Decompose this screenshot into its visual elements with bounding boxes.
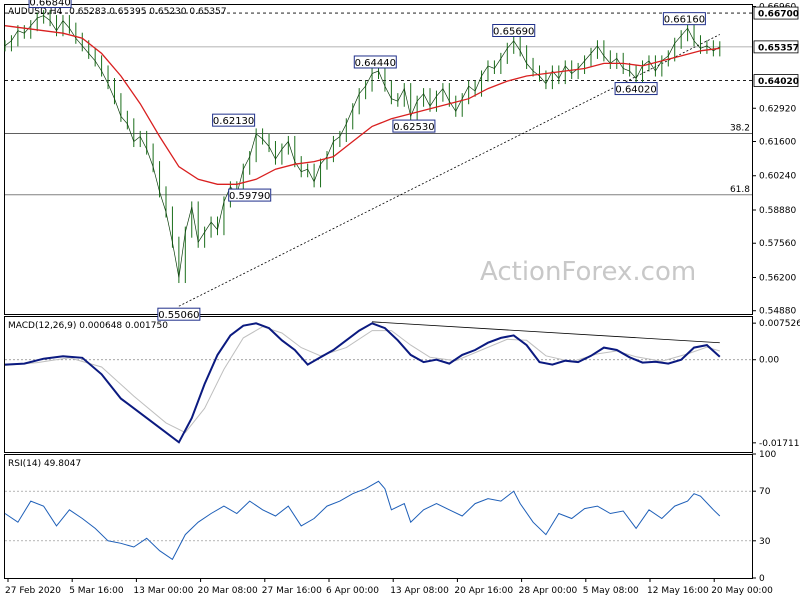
macd-layer — [4, 321, 752, 444]
price-tag-0: 0.66700 — [753, 6, 799, 20]
rsi-axis: 100 70 30 0 — [752, 450, 776, 584]
fib-label-4: 61.8 — [730, 185, 750, 195]
time-label-7: 20 Apr 16:00 — [454, 586, 513, 596]
price-label-box-8 — [662, 12, 706, 26]
price-label-box-0 — [28, 0, 72, 9]
price-label-box-3 — [228, 188, 272, 202]
price-series-group — [4, 10, 721, 284]
macd-tick-label-1: 0.00 — [759, 356, 779, 366]
rsi-tick-label-2: 30 — [759, 537, 771, 547]
time-label-0: 27 Feb 2020 — [5, 586, 61, 596]
price-tick-label-4: 0.60240 — [759, 172, 796, 182]
price-label-8: 0.66160 — [664, 15, 705, 26]
price-tag-box-0 — [753, 6, 799, 20]
price-label-box-7 — [614, 82, 658, 96]
rsi-tick-label-1: 70 — [759, 487, 771, 497]
price-header: AUDUSD,H4 0.65283 0.65395 0.65230 0.6535… — [8, 7, 227, 17]
macd-header: MACD(12,26,9) 0.000648 0.001750 — [8, 321, 168, 331]
macd-tick-label-2: -0.017112 — [759, 439, 800, 449]
time-label-1: 5 Mar 16:00 — [69, 586, 124, 596]
price-label-3: 0.59790 — [229, 191, 270, 202]
moving-average-line — [4, 25, 720, 185]
ohlc-label: 0.65283 0.65395 0.65230 0.65357 — [69, 7, 226, 17]
price-label-box-5 — [392, 119, 436, 133]
macd-axis: 0.007526 0.00 -0.017112 — [752, 319, 800, 449]
time-label-2: 13 Mar 00:00 — [133, 586, 193, 596]
rsi-line — [4, 480, 721, 561]
rsi-tick-label-0: 100 — [759, 450, 776, 460]
time-label-4: 27 Mar 16:00 — [262, 586, 322, 596]
time-label-10: 12 May 16:00 — [647, 586, 709, 596]
price-tag-1: 0.65357 — [753, 40, 799, 54]
fib-label-3: 38.2 — [730, 124, 750, 134]
macd-main-line — [4, 322, 721, 444]
macd-signal-line — [4, 326, 720, 434]
price-label-box-2 — [212, 113, 256, 127]
price-tick-label-2: 0.62920 — [759, 104, 796, 114]
price-trendline — [178, 34, 720, 307]
price-tag-label-0: 0.66700 — [758, 10, 799, 20]
price-label-box-1 — [157, 307, 201, 321]
price-tag-label-1: 0.65357 — [758, 43, 799, 53]
price-axis: 0.669600.629200.616000.602400.588800.575… — [752, 3, 799, 317]
time-label-11: 20 May 00:00 — [711, 586, 773, 596]
price-label-7: 0.64020 — [615, 85, 656, 96]
price-label-box-6 — [492, 24, 536, 38]
price-tick-label-7: 0.56200 — [759, 273, 796, 283]
rsi-panel-frame — [4, 454, 753, 579]
time-axis: 27 Feb 2020 5 Mar 16:00 13 Mar 00:00 20 Mar… — [5, 578, 773, 596]
time-label-8: 28 Apr 00:00 — [519, 586, 578, 596]
price-panel-frame — [4, 4, 753, 315]
price-tag-box-2 — [753, 74, 799, 87]
time-label-3: 20 Mar 08:00 — [198, 586, 258, 596]
price-label-box-4 — [353, 55, 397, 69]
price-tag-2: 0.64020 — [753, 74, 799, 87]
price-label-0: 0.66840 — [29, 0, 70, 9]
time-label-6: 13 Apr 08:00 — [390, 586, 449, 596]
price-tick-label-6: 0.57560 — [759, 239, 796, 249]
price-label-2: 0.62130 — [213, 116, 254, 127]
price-tick-label-3: 0.61600 — [759, 137, 796, 147]
time-label-5: 6 Apr 00:00 — [326, 586, 379, 596]
rsi-tick-label-3: 0 — [759, 574, 765, 584]
price-tick-label-5: 0.58880 — [759, 206, 796, 216]
price-label-6: 0.65690 — [493, 27, 534, 38]
price-tick-label-8: 0.54880 — [759, 307, 796, 317]
price-annotations: 0.66840 0.55060 0.62130 0.59790 0.64440 0.625… — [28, 0, 706, 321]
rsi-layer — [4, 480, 752, 561]
macd-trendline — [372, 321, 720, 344]
price-label-5: 0.62530 — [393, 122, 434, 133]
price-tag-label-2: 0.64020 — [758, 77, 799, 87]
macd-panel-frame — [4, 316, 753, 453]
macd-tick-label-0: 0.007526 — [759, 319, 800, 329]
symbol-label: AUDUSD,H4 — [8, 7, 63, 17]
price-levels: 38.2 61.8 — [5, 12, 752, 196]
price-close-line — [4, 15, 720, 278]
time-label-9: 5 May 08:00 — [583, 586, 639, 596]
price-label-4: 0.64440 — [355, 58, 396, 69]
price-trendline-group — [178, 34, 720, 307]
price-label-1: 0.55060 — [158, 310, 199, 321]
rsi-header: RSI(14) 49.8047 — [8, 459, 81, 469]
watermark: ActionForex.com — [480, 257, 696, 287]
price-tag-box-1 — [753, 40, 799, 54]
